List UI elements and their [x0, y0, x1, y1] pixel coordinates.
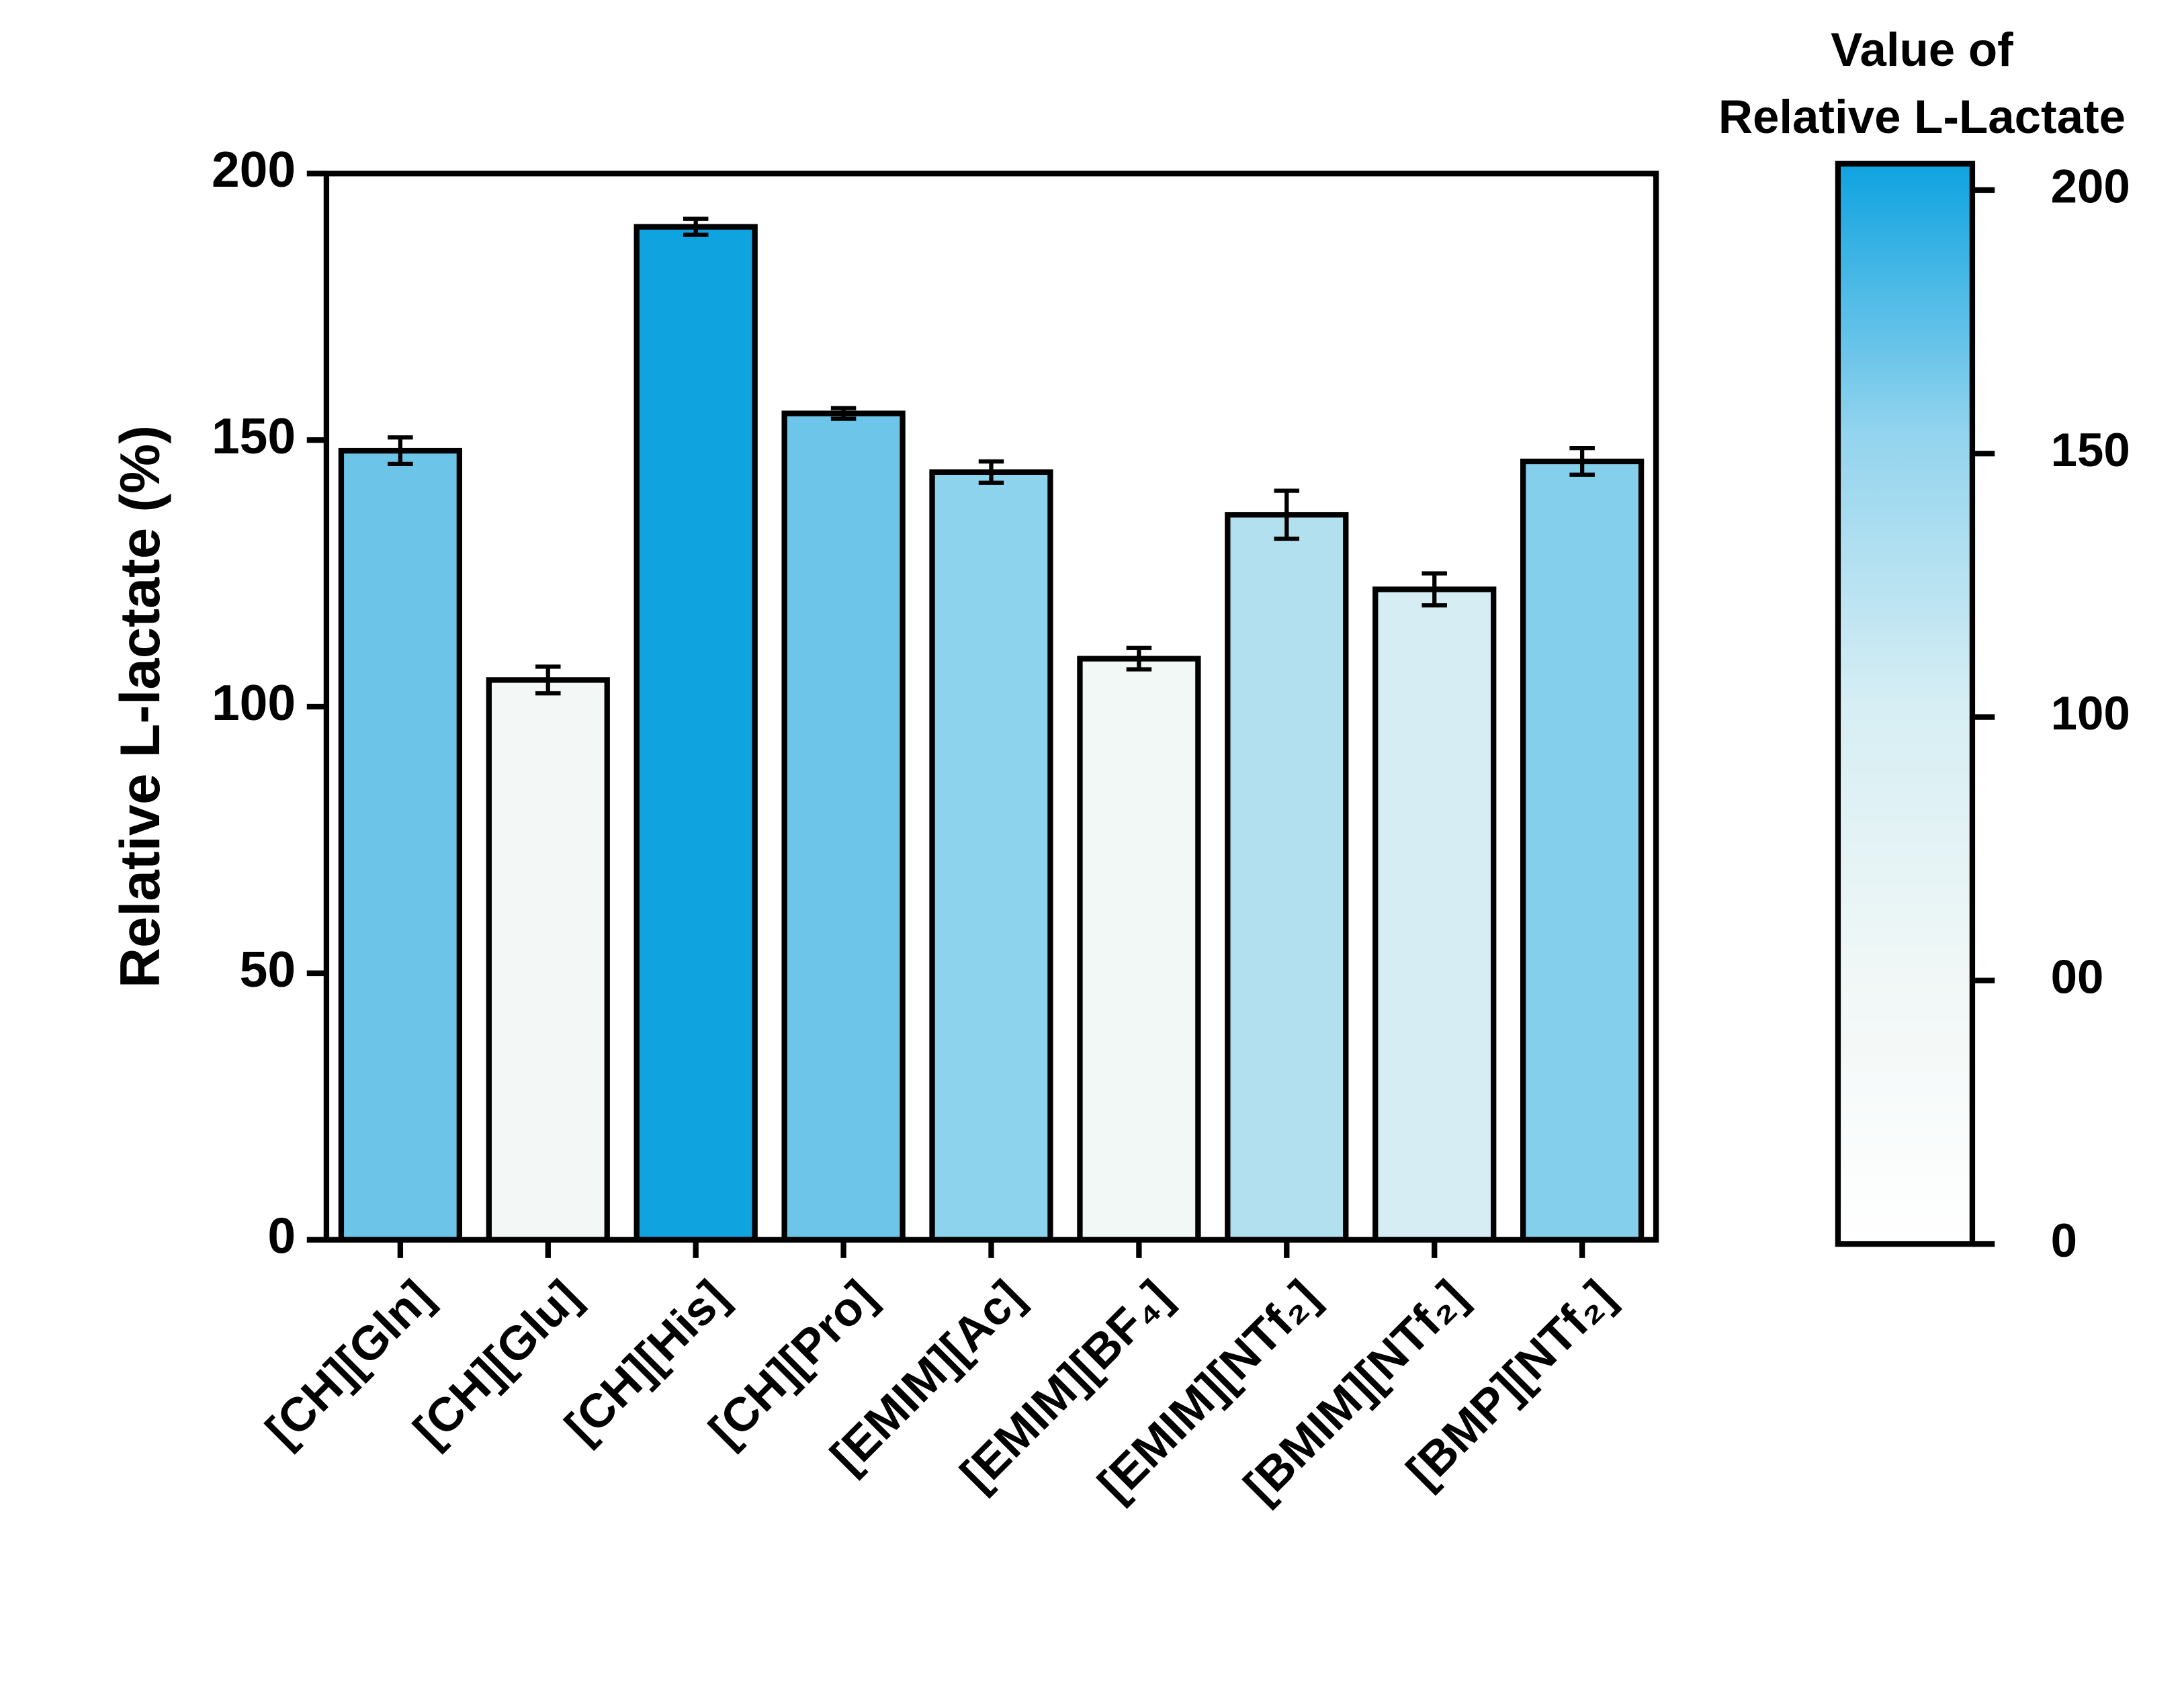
bar [1520, 458, 1645, 1243]
bar [1077, 656, 1201, 1243]
bar [929, 469, 1053, 1243]
colorbar-tick-label: 0 [2051, 1214, 2077, 1267]
bar [1372, 586, 1497, 1243]
bar [486, 677, 610, 1243]
colorbar-title: Relative L-Lactate [1718, 91, 2126, 144]
y-tick-label: 100 [212, 674, 296, 731]
colorbar [1835, 161, 1976, 1247]
error-bar [978, 459, 1004, 485]
bar [634, 224, 758, 1243]
y-axis-label: Relative L-lactate (%) [109, 425, 171, 988]
colorbar-tick-label: 200 [2051, 161, 2130, 214]
y-tick-label: 200 [212, 141, 296, 197]
bar [781, 410, 906, 1243]
error-bar [830, 406, 857, 421]
y-tick-label: 50 [240, 941, 296, 997]
error-bar [1422, 571, 1447, 608]
error-bar [535, 664, 561, 696]
colorbar-tick-label: 100 [2051, 687, 2130, 740]
error-bar [1274, 488, 1300, 541]
colorbar-tick-label: 150 [2051, 424, 2130, 477]
error-bar [683, 216, 709, 237]
bar [338, 447, 462, 1243]
plot-frame [323, 171, 1659, 1243]
bar [1225, 512, 1349, 1243]
colorbar-title: Value of [1831, 24, 2013, 77]
error-bar [388, 435, 413, 467]
colorbar-tick-label: 00 [2051, 951, 2104, 1004]
y-tick-label: 150 [212, 408, 296, 464]
error-bar [1569, 445, 1595, 477]
error-bar [1126, 645, 1152, 672]
y-tick-label: 0 [267, 1208, 296, 1264]
